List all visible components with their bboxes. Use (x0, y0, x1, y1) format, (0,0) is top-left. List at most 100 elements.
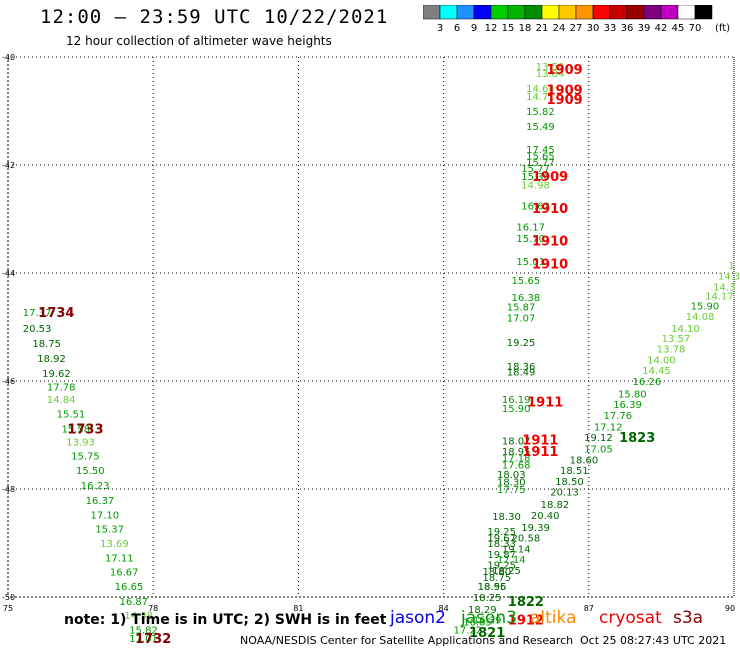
x-tick-label: 90 (725, 604, 735, 613)
wave-height-value: 18.03 (497, 470, 526, 481)
wave-height-value: 15.65 (512, 276, 541, 287)
wave-height-value: 17.11 (105, 554, 134, 565)
pass-time-label: 1909 (532, 170, 568, 185)
legend-tick: 18 (519, 23, 532, 34)
wave-height-value: 19.14 (502, 544, 531, 555)
wave-height-value: 20.58 (512, 534, 541, 545)
wave-height-value: 13.69 (100, 539, 129, 550)
legend-tick: 36 (621, 23, 634, 34)
wave-height-value: 17.22 (453, 625, 482, 636)
wave-height-value: 18.33 (487, 539, 516, 550)
wave-height-value: 15.90 (502, 404, 531, 415)
pass-time-label: 1732 (135, 632, 171, 647)
wave-height-value: 16.85 (463, 617, 492, 628)
wave-height-value: 18.07 (502, 436, 531, 447)
pass-time-label: 1911 (522, 445, 558, 460)
wave-height-value: 14.38 (124, 611, 153, 622)
wave-height-value: 14.64 (526, 84, 555, 95)
wave-height-value: 18.25 (492, 566, 521, 577)
wave-height-value: 14.10 (671, 324, 700, 335)
pass-time-label: 1910 (532, 202, 568, 217)
legend-tick: 6 (454, 23, 460, 34)
wave-height-value: 20.13 (550, 488, 579, 499)
wave-height-value: 14.08 (686, 312, 715, 323)
footer-note: note: 1) Time is in UTC; 2) SWH is in fe… (64, 612, 387, 628)
pass-time-label: 1912 (508, 614, 544, 629)
x-tick-label: 75 (3, 604, 13, 613)
legend-tick: 70 (689, 23, 702, 34)
pass-time-label: 1909 (547, 63, 583, 78)
wave-height-value: 19.39 (521, 523, 550, 534)
wave-height-value: 16.26 (633, 377, 662, 388)
pass-time-label: 1910 (532, 257, 568, 272)
wave-height-value: 17.12 (594, 422, 623, 433)
map-title: 12:00 – 23:59 UTC 10/22/2021 (40, 6, 389, 28)
wave-height-value: 13.78 (657, 345, 686, 356)
pass-time-label: 1733 (67, 423, 103, 438)
pass-time-label: 1910 (532, 235, 568, 250)
x-tick-label: 81 (293, 604, 303, 613)
wave-height-value: 18.82 (541, 500, 570, 511)
wave-height-value: 17.78 (47, 382, 76, 393)
wave-height-value: 18.51 (560, 466, 589, 477)
pass-time-label: 1821 (469, 626, 505, 641)
wave-height-value: 17.10 (90, 510, 119, 521)
wave-height-value: 19.67 (487, 534, 516, 545)
satellite-jason3-label: jason3 (461, 608, 517, 628)
wave-height-value: 20.40 (531, 511, 560, 522)
pass-time-label: 1734 (38, 306, 74, 321)
wave-height-value: 18.30 (492, 512, 521, 523)
legend-tick: 39 (638, 23, 651, 34)
wave-height-value: 18.29 (468, 605, 497, 616)
wave-height-value: 14.45 (642, 366, 671, 377)
wave-height-value: 15.50 (76, 466, 105, 477)
wave-height-value: 16.62 (521, 202, 550, 213)
wave-height-value: 18.30 (497, 477, 526, 488)
wave-height-value: 15.77 (521, 164, 550, 175)
credits: NOAA/NESDIS Center for Satellite Applica… (240, 634, 574, 647)
y-tick-label: -40 (2, 53, 15, 62)
wave-height-value: 16.87 (120, 597, 149, 608)
wave-height-value: 14.3 (718, 272, 740, 283)
wave-height-value: 18.92 (37, 354, 66, 365)
wave-height-value: 15.90 (691, 301, 720, 312)
wave-height-value: 17.37 (23, 308, 52, 319)
y-tick-label: -50 (2, 593, 15, 602)
wave-height-value: 17.45 (526, 145, 555, 156)
wave-height-value: 18.95 (502, 447, 531, 458)
wave-height-value: 19.25 (487, 561, 516, 572)
y-tick-label: -46 (2, 377, 15, 386)
x-tick-label: 84 (439, 604, 449, 613)
wave-height-value: 15.80 (618, 389, 647, 400)
wave-height-value: 16.67 (110, 568, 139, 579)
pass-time-label: 1909 (547, 93, 583, 108)
map-subtitle: 12 hour collection of altimeter wave hei… (66, 34, 332, 48)
wave-height-value: 15.49 (526, 122, 555, 133)
color-scale-legend: 3 6 9 12 15 18 21 24 27 30 33 36 39 42 45 70 (ft) (423, 5, 730, 34)
wave-height-value: 14.00 (647, 355, 676, 366)
wave-height-value: 16.17 (516, 223, 545, 234)
wave-height-value: 15.82 (526, 107, 555, 118)
wave-height-value: 14.84 (47, 395, 76, 406)
wave-height-value: 17.68 (502, 461, 531, 472)
wave-height-value: 18.75 (483, 573, 512, 584)
legend-tick: 42 (655, 23, 668, 34)
y-tick-label: -42 (2, 161, 15, 170)
wave-height-value: 17.01 (129, 634, 158, 645)
legend-swatch (694, 5, 713, 20)
wave-height-value: 16.19 (502, 395, 531, 406)
wave-height-value: 19.25 (487, 527, 516, 538)
y-tick-label: -44 (2, 269, 15, 278)
wave-height-value: 17.76 (604, 411, 633, 422)
wave-height-value: 15.82 (129, 625, 158, 636)
wave-height-value: 19.87 (487, 550, 516, 561)
satellite-s3a-label: s3a (673, 608, 704, 628)
legend-tick: 9 (471, 23, 477, 34)
wave-height-value: 19.12 (584, 433, 613, 444)
wave-height-value: 15.77 (526, 158, 555, 169)
legend-tick: 30 (587, 23, 600, 34)
wave-height-value: 16.38 (512, 293, 541, 304)
wave-height-value: 15.75 (71, 452, 100, 463)
wave-height-value: 1 (728, 261, 734, 272)
